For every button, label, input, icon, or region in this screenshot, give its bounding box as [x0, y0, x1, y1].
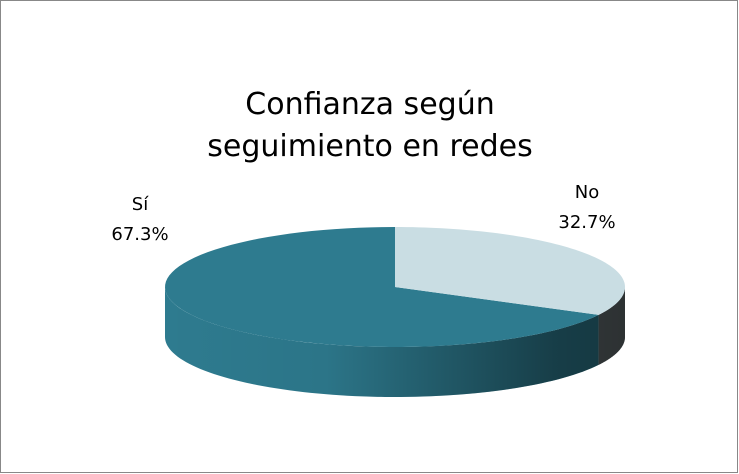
data-label-value: 67.3% — [111, 224, 168, 245]
data-label-value: 32.7% — [558, 212, 615, 233]
slice-side-shade — [598, 287, 625, 365]
slice — [165, 227, 599, 347]
slice — [395, 227, 625, 315]
chart-title: Confianza según seguimiento en redes — [207, 87, 533, 164]
data-label-category: No — [575, 182, 599, 203]
data-label-category: Sí — [132, 194, 149, 215]
slice-side-shade — [165, 287, 599, 397]
